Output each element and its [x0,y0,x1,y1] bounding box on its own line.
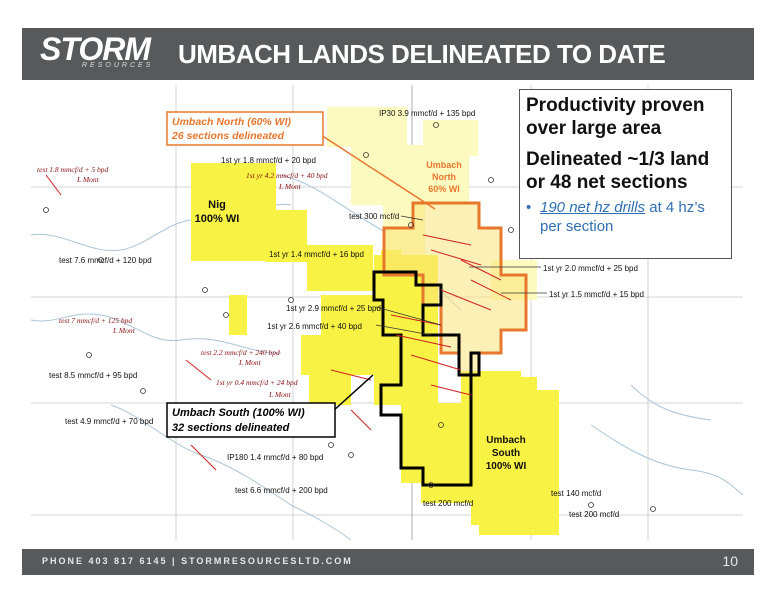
competitor-label: L Mont [278,182,302,191]
zone-label-line: 60% WI [428,184,460,194]
zone-label-line: Nig [208,199,226,211]
umbach-south-outline [372,270,481,487]
zone-label-line: 100% WI [486,461,527,472]
callout-line: Umbach South (100% WI) [172,407,305,419]
competitor-label: L Mont [76,175,100,184]
zone-label-line: North [432,172,456,182]
south-leader-arrow [332,374,374,412]
north-leader-arrow [320,134,436,210]
zone-label-line: Umbach [426,160,462,170]
logo-subtitle: RESOURCES [82,62,154,69]
well-label: IP180 1.4 mmcf/d + 80 bpd [227,453,323,462]
footer-contact: PHONE 403 817 6145 | STORMRESOURCESLTD.C… [42,556,353,566]
competitor-label: test 7 mmcf/d + 125 bpd [59,316,132,325]
callout-line: Umbach North (60% WI) [172,116,292,128]
footer-bar: PHONE 403 817 6145 | STORMRESOURCESLTD.C… [22,549,754,575]
competitor-label: 1st yr 4.2 mmcf/d + 40 bpd [246,171,328,180]
competitor-label: L Mont [268,390,292,399]
zone-label-north: Umbach North 60% WI [426,160,462,194]
well-label: 1st yr 1.5 mmcf/d + 15 bpd [549,290,644,299]
horizontal-drills [45,174,512,471]
umbach-south-callout: Umbach South (100% WI) 32 sections delin… [166,402,336,438]
map-canvas: test 1.8 mmcf/d + 5 bpd L Mont 1st yr 4.… [31,85,743,540]
competitor-label: 1st yr 0.4 mmcf/d + 24 bpd [216,378,298,387]
zone-label-line: 100% WI [195,213,240,225]
callout-heading: Productivity proven over large area [526,95,705,139]
well-markers [43,122,656,512]
umbach-north-callout: Umbach North (60% WI) 26 sections deline… [166,111,324,146]
well-label: test 140 mcf/d [551,489,601,498]
well-label: 1st yr 2.9 mmcf/d + 25 bpd [286,304,381,313]
header-bar: STORM RESOURCES UMBACH LANDS DELINEATED … [22,28,754,80]
well-label: test 300 mcf/d [349,212,399,221]
well-label: 1st yr 1.4 mmcf/d + 16 bpd [269,250,364,259]
well-label: test 200 mcf/d [423,499,473,508]
well-label: test 6.6 mmcf/d + 200 bpd [235,486,328,495]
callout-line: 32 sections delineated [172,422,290,434]
well-label: test 7.6 mmcf/d + 120 bpd [59,256,152,265]
callout-heading: Delineated ~1/3 land or 48 net sections [526,149,710,193]
competitor-label: L Mont [112,326,136,335]
storm-logo: STORM [40,31,151,67]
competitor-label: test 1.8 mmcf/d + 5 bpd [37,165,109,174]
zone-label-line: South [492,448,520,459]
callout-bullet: • 190 net hz drills at 4 hz’s per sectio… [526,198,725,236]
drills-link[interactable]: 190 net hz drills [540,199,646,216]
zone-label-line: Umbach [486,435,525,446]
callout-line: 26 sections delineated [171,130,285,142]
zone-label-south: Umbach South 100% WI [486,435,527,472]
bullet-icon: • [526,199,532,216]
competitor-label: test 2.2 mmcf/d + 240 bpd [201,348,280,357]
productivity-callout: Productivity proven over large area Deli… [519,89,732,259]
well-label: 1st yr 2.0 mmcf/d + 25 bpd [543,264,638,273]
well-label: test 200 mcf/d [569,510,619,519]
well-label: 1st yr 1.8 mmcf/d + 20 bpd [221,156,316,165]
competitor-label: L Mont [238,358,262,367]
well-leaders [375,215,547,336]
page-title: UMBACH LANDS DELINEATED TO DATE [178,39,666,69]
well-label: IP30 3.9 mmcf/d + 135 bpd [379,109,475,118]
bullet-text: at 4 hz’s per section [540,199,705,235]
page-number: 10 [722,553,738,569]
zone-label-nig: Nig 100% WI [195,199,240,225]
well-label: test 4.9 mmcf/d + 70 bpd [65,417,153,426]
yellow-lands [191,163,559,535]
well-label: 1st yr 2.6 mmcf/d + 40 bpd [267,322,362,331]
well-label: test 8.5 mmcf/d + 95 bpd [49,371,137,380]
